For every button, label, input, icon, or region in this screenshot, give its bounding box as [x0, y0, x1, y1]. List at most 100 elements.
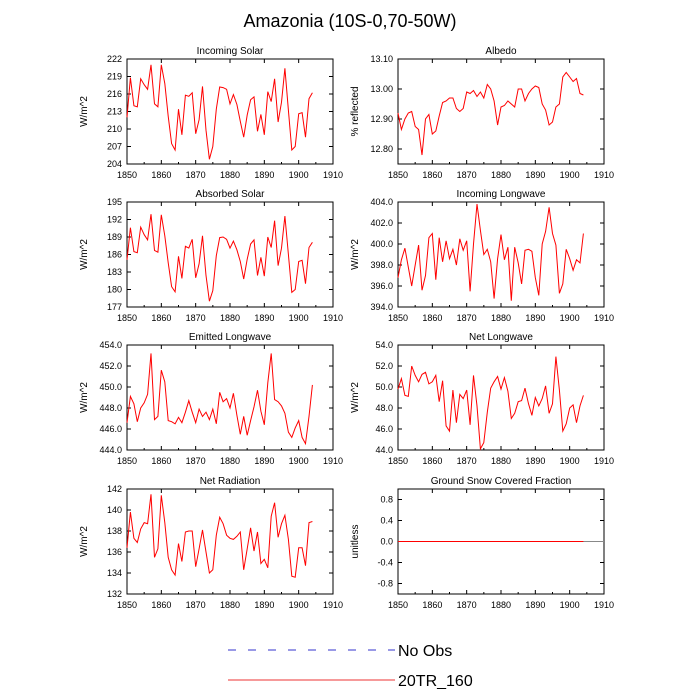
chart-panel: Incoming Longwave W/m^2 1850 1860 1870 1880 18…: [350, 189, 614, 323]
y-tick-label: 452.0: [99, 361, 122, 371]
y-tick-label: 219: [107, 72, 122, 82]
y-tick-label: 183: [107, 267, 122, 277]
chart-panel: Emitted Longwave W/m^2 1850 1860 1870 1880 189…: [79, 332, 343, 466]
series-line: [126, 64, 313, 160]
figure-title: Amazonia (10S-0,70-50W): [243, 11, 456, 31]
y-tick-label: 44.0: [375, 445, 393, 455]
x-tick-label: 1910: [323, 313, 343, 323]
x-tick-label: 1880: [220, 313, 240, 323]
x-tick-label: 1870: [457, 313, 477, 323]
y-tick-label: 142: [107, 484, 122, 494]
y-tick-label: 50.0: [375, 382, 393, 392]
y-tick-label: 448.0: [99, 403, 122, 413]
y-tick-label: 394.0: [370, 302, 393, 312]
y-tick-label: 52.0: [375, 361, 393, 371]
y-tick-label: 140: [107, 505, 122, 515]
y-tick-label: 404.0: [370, 197, 393, 207]
x-tick-label: 1860: [422, 170, 442, 180]
y-tick-label: 400.0: [370, 239, 393, 249]
y-axis-label: W/m^2: [350, 382, 361, 413]
y-axis-label: W/m^2: [79, 96, 90, 127]
x-tick-label: 1900: [289, 170, 309, 180]
y-tick-label: -0.8: [377, 579, 393, 589]
x-tick-label: 1900: [560, 600, 580, 610]
x-tick-label: 1860: [151, 456, 171, 466]
y-tick-label: 186: [107, 250, 122, 260]
x-tick-label: 1890: [254, 170, 274, 180]
x-tick-label: 1900: [560, 313, 580, 323]
x-tick-label: 1860: [422, 600, 442, 610]
x-tick-label: 1890: [254, 456, 274, 466]
y-tick-label: 12.90: [370, 114, 393, 124]
x-tick-label: 1870: [457, 170, 477, 180]
x-tick-label: 1880: [491, 313, 511, 323]
x-tick-label: 1850: [388, 456, 408, 466]
x-tick-label: 1850: [117, 600, 137, 610]
y-tick-label: 46.0: [375, 424, 393, 434]
y-tick-label: 180: [107, 285, 122, 295]
y-tick-label: -0.4: [377, 558, 393, 568]
y-axis-label: W/m^2: [79, 239, 90, 270]
series-line: [126, 494, 313, 578]
x-tick-label: 1870: [186, 170, 206, 180]
y-tick-label: 450.0: [99, 382, 122, 392]
panel-title: Net Longwave: [469, 332, 533, 343]
x-tick-label: 1880: [491, 456, 511, 466]
chart-panel: Net Longwave W/m^2 1850 1860 1870 1880 1890 190…: [350, 332, 614, 466]
y-tick-label: 396.0: [370, 281, 393, 291]
y-tick-label: 398.0: [370, 260, 393, 270]
y-tick-label: 192: [107, 215, 122, 225]
chart-panel: Albedo % reflected 1850 1860 1870 1880 1890 190…: [350, 46, 614, 180]
x-tick-label: 1910: [323, 170, 343, 180]
plot-frame: [397, 201, 605, 308]
x-tick-label: 1890: [525, 456, 545, 466]
y-tick-label: 54.0: [375, 340, 393, 350]
y-tick-label: 134: [107, 568, 122, 578]
x-tick-label: 1860: [151, 600, 171, 610]
legend-no-obs-label: No Obs: [398, 643, 452, 660]
y-tick-label: 195: [107, 197, 122, 207]
plot-frame: [397, 344, 605, 451]
chart-panel: Absorbed Solar W/m^2 1850 1860 1870 1880 1890 1…: [79, 189, 343, 323]
series-line: [126, 214, 313, 302]
x-tick-label: 1910: [323, 600, 343, 610]
plot-frame: [126, 58, 334, 165]
y-tick-label: 177: [107, 302, 122, 312]
x-tick-label: 1850: [117, 313, 137, 323]
y-axis-label: unitless: [350, 525, 361, 559]
panel-title: Absorbed Solar: [196, 189, 266, 200]
x-tick-label: 1850: [388, 313, 408, 323]
x-tick-label: 1910: [594, 456, 614, 466]
plot-frame: [126, 344, 334, 451]
series-line: [397, 204, 584, 301]
x-tick-label: 1850: [117, 170, 137, 180]
y-tick-label: 207: [107, 142, 122, 152]
legend: No Obs 20TR_160: [228, 643, 473, 690]
x-tick-label: 1880: [220, 600, 240, 610]
panel-title: Incoming Solar: [197, 46, 264, 57]
x-tick-label: 1890: [525, 313, 545, 323]
panel-title: Net Radiation: [200, 476, 261, 487]
x-tick-label: 1910: [323, 456, 343, 466]
chart-panel: Net Radiation W/m^2 1850 1860 1870 1880 1890 19…: [79, 476, 343, 610]
x-tick-label: 1870: [457, 456, 477, 466]
panel-title: Albedo: [485, 46, 517, 57]
x-tick-label: 1910: [594, 170, 614, 180]
x-tick-label: 1900: [560, 456, 580, 466]
panels: Incoming Solar W/m^2 1850 1860 1870 1880 1890 1…: [79, 46, 614, 610]
y-tick-label: 213: [107, 107, 122, 117]
x-tick-label: 1870: [186, 600, 206, 610]
y-tick-label: 0.0: [380, 537, 393, 547]
x-tick-label: 1860: [422, 313, 442, 323]
x-tick-label: 1890: [525, 600, 545, 610]
x-tick-label: 1870: [457, 600, 477, 610]
y-tick-label: 444.0: [99, 445, 122, 455]
x-tick-label: 1900: [289, 600, 309, 610]
y-axis-label: W/m^2: [79, 526, 90, 557]
series-line: [126, 353, 313, 446]
y-tick-label: 132: [107, 589, 122, 599]
x-tick-label: 1910: [594, 600, 614, 610]
y-tick-label: 12.80: [370, 144, 393, 154]
y-tick-label: 13.10: [370, 54, 393, 64]
chart-panel: Ground Snow Covered Fraction unitless 1850…: [350, 476, 614, 610]
